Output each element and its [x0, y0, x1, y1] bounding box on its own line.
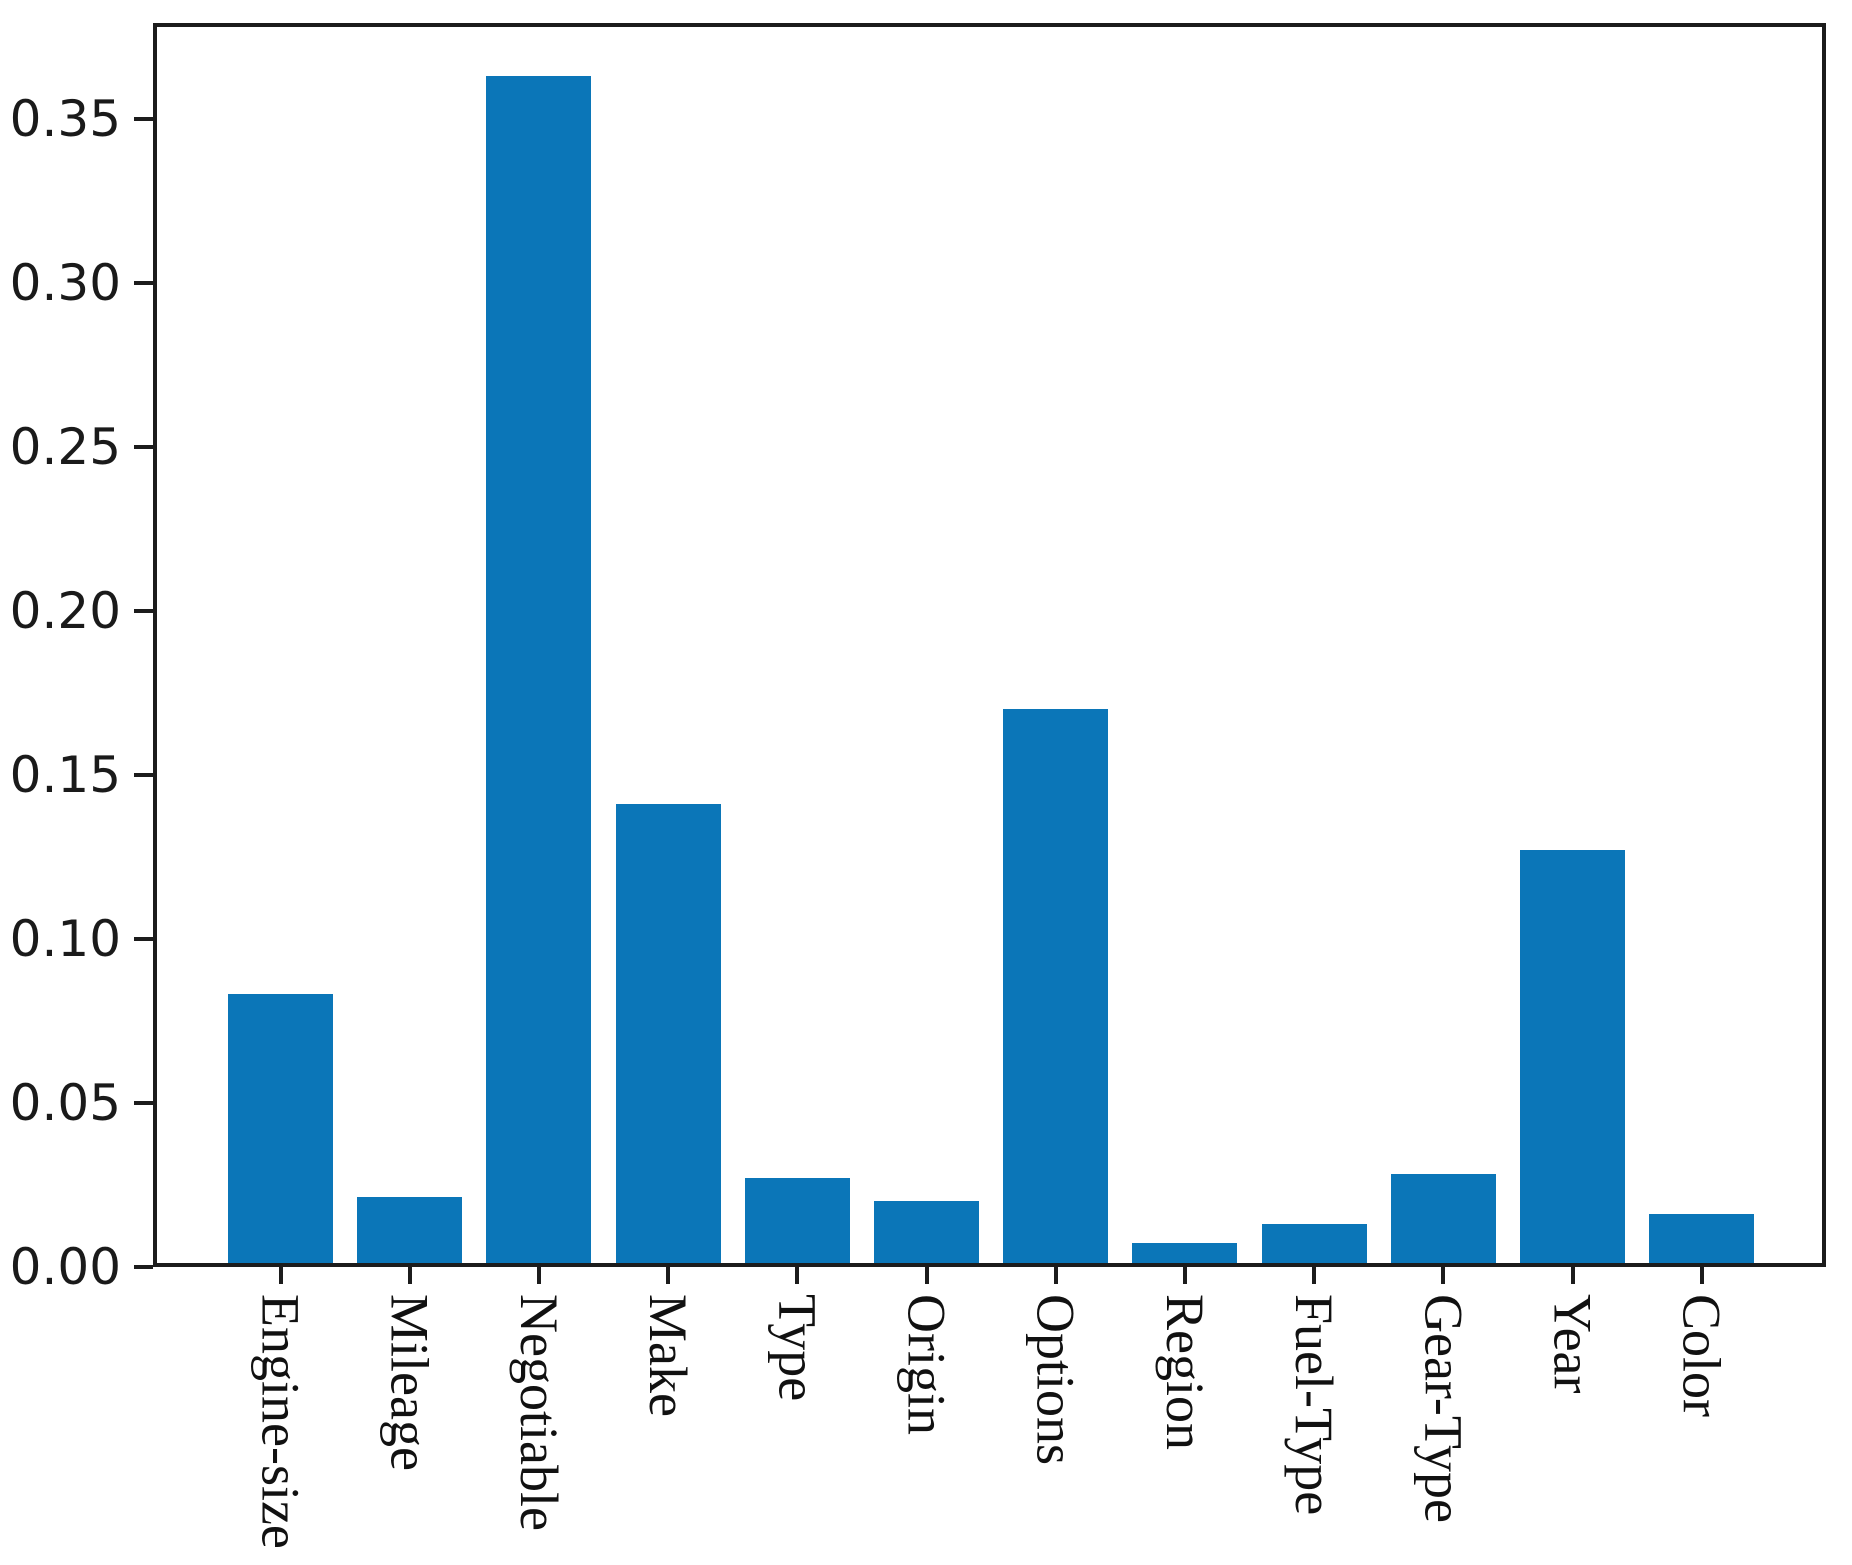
x-tick-mark [407, 1263, 412, 1284]
bar-year [1520, 849, 1625, 1263]
x-tick-mark [924, 1263, 929, 1284]
bar-color [1649, 1213, 1755, 1263]
x-tick-label: Make [638, 1294, 699, 1417]
x-tick-mark [1570, 1263, 1575, 1284]
x-tick-label: Engine-size [250, 1294, 311, 1549]
bar-region [1132, 1243, 1238, 1263]
x-tick-label: Origin [896, 1294, 957, 1435]
bar-make [615, 803, 721, 1263]
y-tick-mark [134, 281, 153, 286]
y-tick-label: 0.30 [9, 254, 121, 313]
y-tick-label: 0.15 [9, 746, 121, 805]
x-tick-mark [1312, 1263, 1317, 1284]
x-tick-label: Mileage [379, 1294, 440, 1471]
x-tick-mark [1182, 1263, 1187, 1284]
y-tick-mark [134, 609, 153, 614]
x-tick-label: Type [767, 1294, 828, 1402]
x-tick-mark [278, 1263, 283, 1284]
x-tick-label: Year [1542, 1294, 1603, 1394]
y-tick-mark [134, 445, 153, 450]
x-tick-label: Options [1025, 1294, 1086, 1466]
x-tick-label: Color [1671, 1294, 1732, 1418]
x-tick-mark [536, 1263, 541, 1284]
y-tick-label: 0.35 [9, 90, 121, 149]
bar-mileage [357, 1197, 463, 1263]
y-tick-mark [134, 1101, 153, 1105]
bar-engine-size [228, 994, 333, 1263]
y-tick-label: 0.20 [9, 582, 121, 641]
y-tick-mark [134, 937, 153, 942]
x-tick-label: Fuel-Type [1284, 1294, 1345, 1516]
x-tick-label: Negotiable [508, 1294, 569, 1531]
y-tick-mark [134, 773, 153, 778]
x-tick-label: Gear-Type [1413, 1294, 1474, 1523]
bar-fuel-type [1261, 1223, 1367, 1263]
bar-origin [874, 1200, 979, 1263]
y-tick-mark [134, 117, 153, 122]
x-tick-label: Region [1154, 1294, 1215, 1450]
x-tick-mark [1053, 1263, 1058, 1284]
x-tick-mark [1699, 1263, 1704, 1284]
bar-negotiable [486, 75, 592, 1263]
y-tick-mark [134, 1265, 153, 1269]
x-tick-mark [1441, 1263, 1446, 1284]
x-tick-mark [666, 1263, 671, 1284]
y-tick-label: 0.00 [9, 1238, 121, 1296]
y-tick-label: 0.10 [9, 910, 121, 969]
bar-gear-type [1390, 1174, 1496, 1263]
y-tick-label: 0.25 [9, 418, 121, 477]
x-tick-mark [795, 1263, 800, 1284]
bar-options [1003, 708, 1109, 1263]
y-tick-label: 0.05 [9, 1074, 121, 1132]
bar-type [744, 1177, 850, 1263]
